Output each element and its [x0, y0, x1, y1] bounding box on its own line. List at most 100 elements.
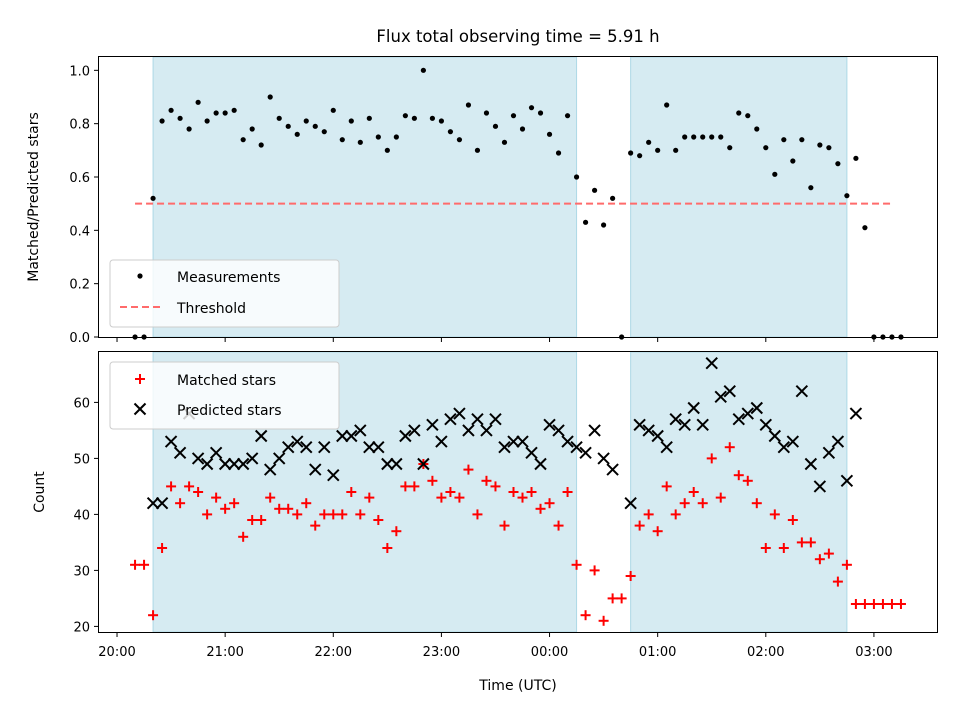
matched-point: [427, 475, 438, 486]
cross-b: [227, 457, 241, 471]
matched-point: [823, 548, 834, 559]
measurement-point: [384, 147, 390, 153]
x-axis-label: Time (UTC): [478, 678, 556, 694]
matched-point: [517, 492, 528, 503]
matched-point: [499, 520, 510, 531]
matched-point: [769, 509, 780, 520]
measurement-point: [691, 134, 697, 140]
measurement-point: [582, 219, 589, 225]
cross-b: [390, 457, 403, 471]
predicted-point: [173, 446, 187, 460]
cross-b: [552, 424, 565, 437]
predicted-point: [471, 412, 484, 426]
measurement-point: [835, 161, 841, 167]
predicted-point: [399, 429, 412, 443]
matched-point: [490, 481, 501, 492]
cross-b: [579, 446, 592, 460]
predicted-point: [588, 424, 601, 437]
measurement-point: [601, 222, 607, 228]
matched-point: [670, 509, 681, 520]
matched-point: [778, 543, 789, 553]
matched-point: [220, 503, 231, 514]
predicted-point: [642, 424, 655, 437]
cross-b: [453, 407, 466, 420]
legend-predicted-marker: [133, 402, 147, 416]
predicted-point: [561, 435, 574, 448]
predicted-point: [309, 463, 322, 476]
predicted-point: [795, 384, 809, 398]
bottom-y-axis-label: Count: [32, 471, 48, 513]
predicted-point: [372, 440, 385, 454]
matched-point: [157, 543, 168, 553]
cross-b: [381, 457, 394, 471]
matched-point: [175, 498, 186, 509]
cross-b: [236, 457, 250, 471]
matched-point: [814, 554, 825, 565]
matched-point: [706, 453, 717, 464]
matched-point: [733, 470, 744, 481]
cross-b: [786, 435, 800, 448]
cross-b: [417, 457, 430, 471]
cross-b: [345, 429, 358, 443]
measurement-point: [510, 113, 517, 119]
top-y-axis-label: Matched/Predicted stars: [26, 112, 42, 282]
legend-matched-plus: [135, 374, 145, 384]
bottom-panel: 20 30 40 50 60 20:00 21:00 22:00 23:00 00:00 01:0…: [32, 351, 938, 694]
matched-point: [436, 492, 447, 503]
x-tick-label: 01:00: [639, 645, 676, 660]
matched-point: [877, 599, 888, 609]
predicted-point: [669, 412, 682, 426]
measurement-point: [853, 155, 859, 161]
matched-point: [868, 599, 879, 609]
predicted-point: [687, 401, 700, 415]
measurement-point: [628, 150, 634, 156]
predicted-point: [426, 418, 439, 432]
cross-b: [363, 440, 376, 454]
predicted-point: [723, 384, 736, 398]
predicted-point: [236, 457, 250, 471]
cross-b: [633, 418, 646, 432]
matched-point: [580, 610, 591, 621]
top-y-tick-label: 1.0: [69, 64, 90, 79]
bottom-legend-box: [109, 361, 340, 430]
measurement-point: [186, 126, 192, 132]
matched-point: [895, 599, 906, 609]
matched-point: [328, 509, 339, 520]
predicted-point: [750, 401, 763, 415]
cross-b: [687, 401, 700, 415]
measurement-point: [168, 107, 174, 113]
x-tick-label: 03:00: [855, 645, 892, 660]
cross-b: [588, 424, 601, 437]
measurement-point: [664, 102, 670, 108]
measurement-point: [294, 131, 300, 137]
measurement-point: [339, 137, 345, 143]
top-y-axis: 0.0 0.2 0.4 0.6 0.8 1.0: [69, 64, 99, 346]
cross-b: [813, 480, 827, 493]
matched-point: [319, 509, 330, 520]
matched-point: [202, 509, 213, 520]
measurement-point: [276, 115, 282, 121]
measurement-point: [357, 139, 363, 145]
predicted-point: [155, 496, 169, 510]
predicted-point: [209, 446, 223, 460]
x-tick-label: 02:00: [747, 645, 784, 660]
cross-b: [200, 457, 214, 471]
cross-b: [191, 452, 205, 465]
cross-b: [543, 418, 556, 432]
predicted-point: [263, 463, 277, 476]
cross-b: [822, 446, 836, 460]
cross-b: [489, 412, 502, 426]
measurement-point: [844, 193, 850, 199]
bottom-y-tick-label: 40: [73, 508, 90, 523]
measurement-point: [790, 158, 796, 164]
measurement-point: [204, 118, 210, 124]
matched-point: [400, 481, 411, 492]
predicted-point: [489, 412, 502, 426]
matched-point: [697, 498, 708, 509]
matched-point: [364, 492, 375, 503]
matched-point: [382, 543, 393, 553]
measurement-point: [150, 195, 156, 201]
measurement-point: [366, 115, 372, 121]
cross-b: [597, 452, 610, 465]
matched-point: [787, 515, 798, 525]
